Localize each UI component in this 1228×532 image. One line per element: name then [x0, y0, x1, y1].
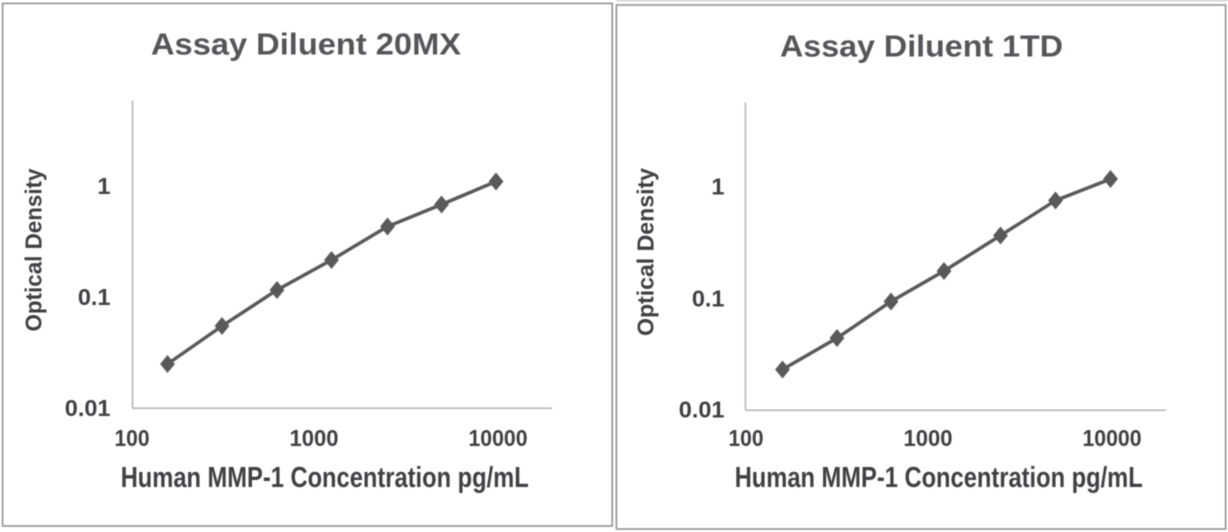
- svg-text:0.1: 0.1: [692, 285, 725, 311]
- svg-text:1: 1: [711, 173, 724, 199]
- svg-text:0.01: 0.01: [679, 396, 725, 422]
- svg-text:Human MMP-1 Concentration pg/m: Human MMP-1 Concentration pg/mL: [121, 462, 529, 494]
- svg-text:Assay Diluent 1TD: Assay Diluent 1TD: [780, 30, 1063, 64]
- svg-text:1000: 1000: [904, 425, 953, 451]
- svg-text:Assay Diluent 20MX: Assay Diluent 20MX: [151, 28, 462, 62]
- svg-text:Optical Density: Optical Density: [633, 168, 659, 336]
- svg-text:Human MMP-1 Concentration pg/m: Human MMP-1 Concentration pg/mL: [735, 462, 1143, 494]
- svg-text:0.1: 0.1: [78, 284, 111, 310]
- svg-text:10000: 10000: [469, 425, 528, 451]
- svg-text:100: 100: [115, 425, 150, 451]
- svg-text:Optical Density: Optical Density: [21, 168, 47, 331]
- svg-text:10000: 10000: [1083, 425, 1142, 451]
- svg-text:100: 100: [729, 425, 764, 451]
- svg-text:1: 1: [97, 173, 110, 199]
- svg-text:0.01: 0.01: [65, 395, 111, 421]
- svg-text:1000: 1000: [290, 425, 339, 451]
